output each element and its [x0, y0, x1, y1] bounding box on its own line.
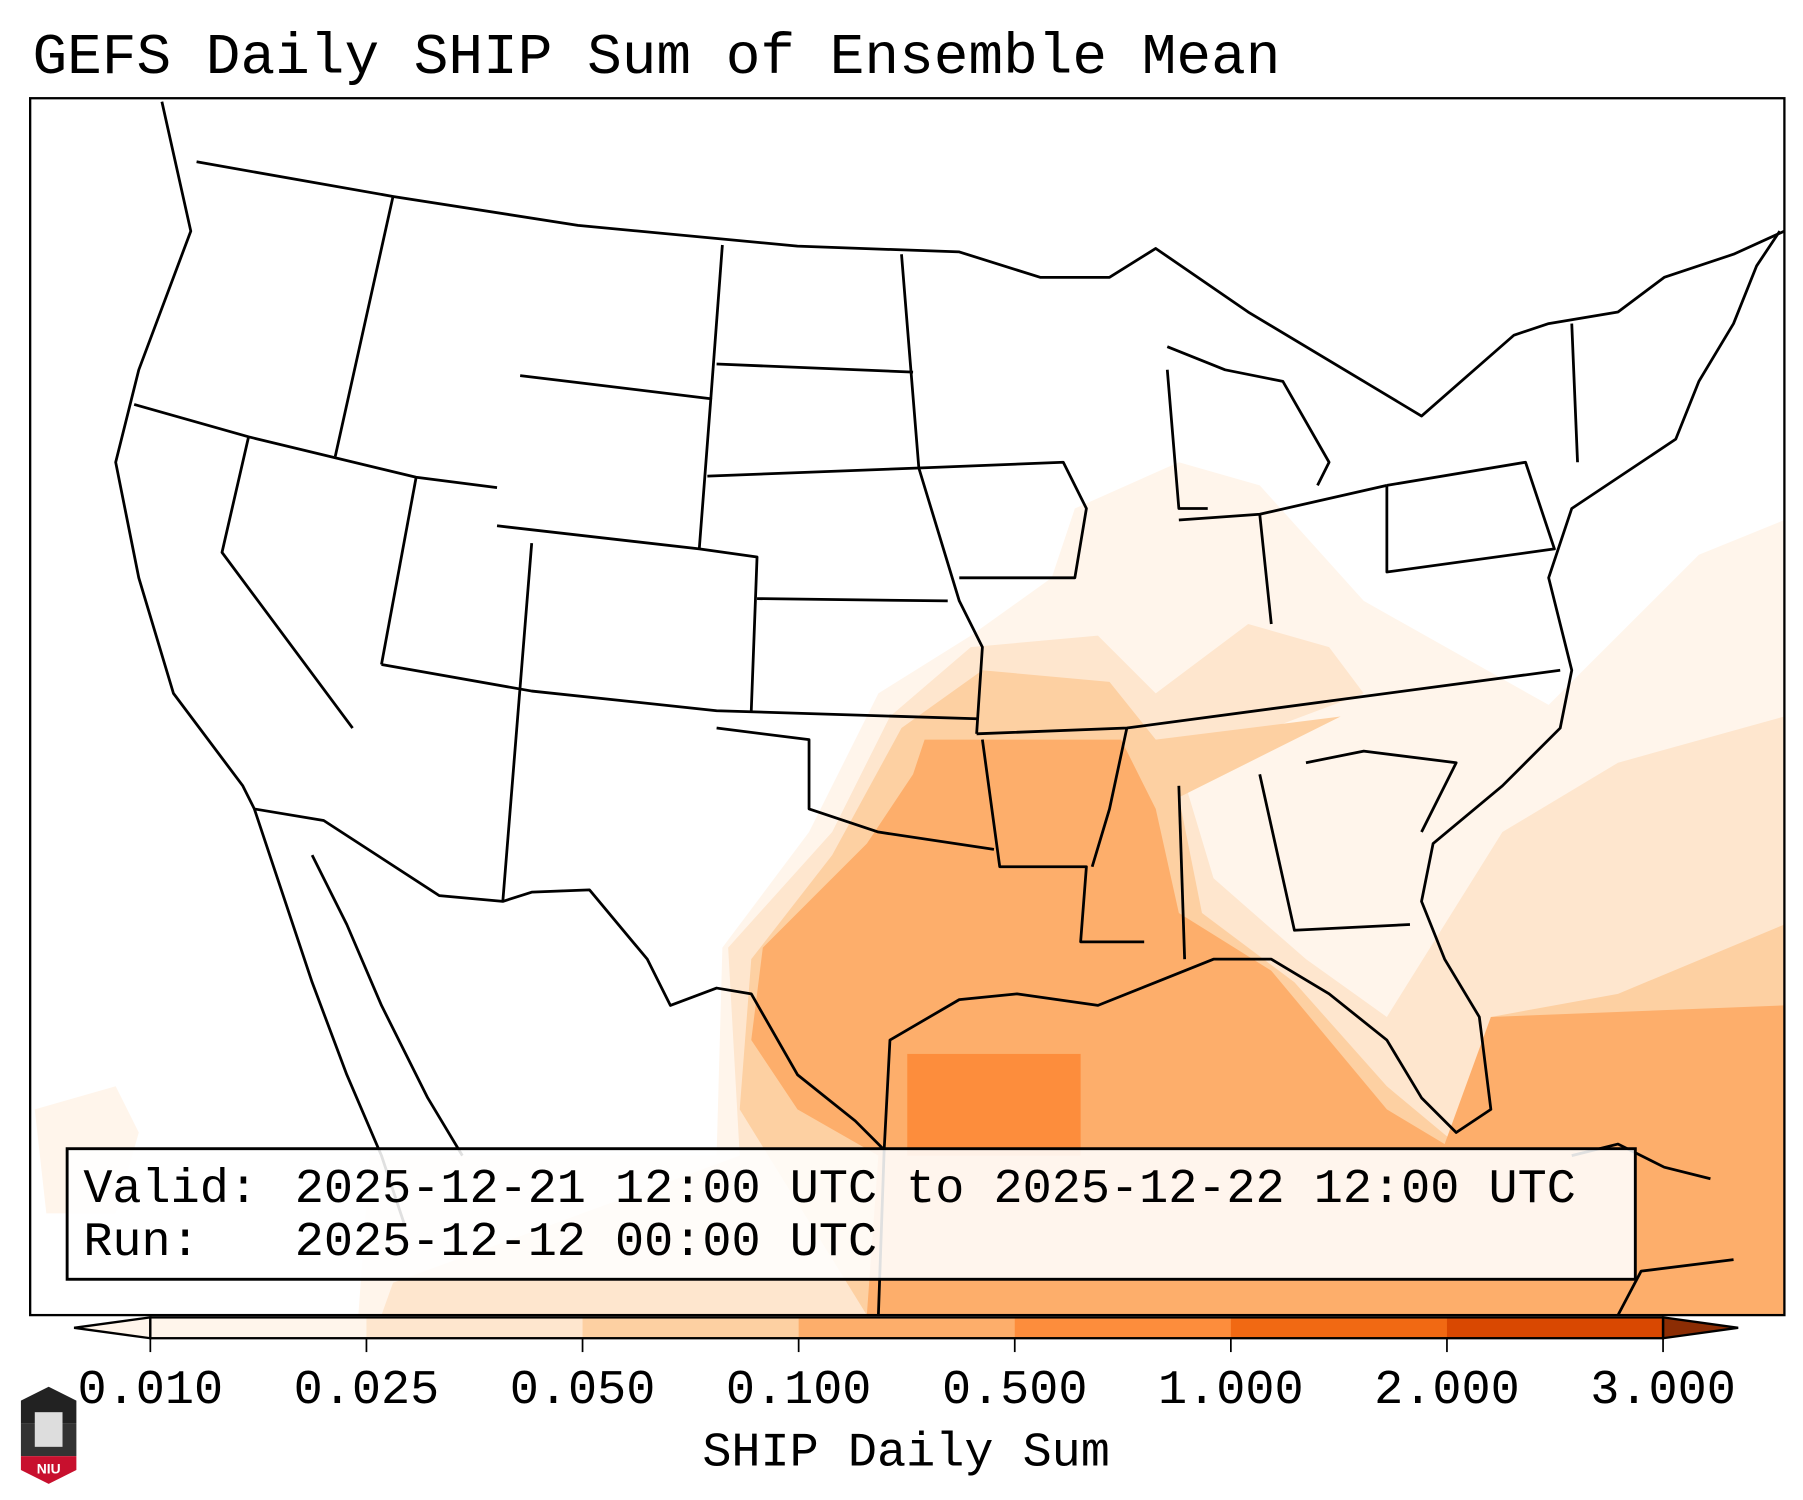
run-value: 2025-12-12 00:00 UTC	[295, 1215, 877, 1270]
colorbar-segment	[150, 1317, 368, 1339]
run-label: Run:	[83, 1215, 199, 1270]
colorbar-segment	[1446, 1317, 1664, 1339]
colorbar-segment	[798, 1317, 1016, 1339]
colorbar-tick-label: 1.000	[1158, 1363, 1304, 1418]
colorbar-segment	[582, 1317, 800, 1339]
colorbar-tick-label: 0.010	[78, 1363, 224, 1418]
info-box: Valid: 2025-12-21 12:00 UTC to 2025-12-2…	[65, 1147, 1637, 1281]
colorbar-tick-label: 3.000	[1590, 1363, 1736, 1418]
colorbar-extend-min	[73, 1316, 152, 1340]
niu-logo: NIU	[20, 1386, 77, 1484]
colorbar-label: SHIP Daily Sum	[702, 1425, 1110, 1480]
valid-label: Valid:	[83, 1162, 258, 1217]
valid-value: 2025-12-21 12:00 UTC to 2025-12-22 12:00…	[295, 1162, 1576, 1217]
figure-title: GEFS Daily SHIP Sum of Ensemble Mean	[32, 26, 1280, 91]
colorbar-tick-label: 0.500	[942, 1363, 1088, 1418]
colorbar-segment	[1014, 1317, 1232, 1339]
colorbar-tick-label: 0.025	[294, 1363, 440, 1418]
colorbar-segment	[1230, 1317, 1448, 1339]
shade-level-0.500	[907, 1053, 1081, 1156]
colorbar-extend-max	[1661, 1316, 1739, 1340]
colorbar-tick-label: 0.050	[510, 1363, 656, 1418]
map-panel	[30, 98, 1785, 1316]
colorbar: 0.010 0.025 0.050 0.100 0.500 1.000 2.000 3.000	[73, 1316, 1739, 1418]
colorbar-tick-label: 0.100	[726, 1363, 872, 1418]
niu-logo-text: NIU	[37, 1460, 61, 1476]
coastline-and-borders	[114, 101, 1785, 1316]
colorbar-segment	[366, 1317, 584, 1339]
colorbar-tick-label: 2.000	[1374, 1363, 1520, 1418]
colorbar-frame	[149, 1316, 1665, 1340]
map-frame	[29, 97, 1786, 1317]
